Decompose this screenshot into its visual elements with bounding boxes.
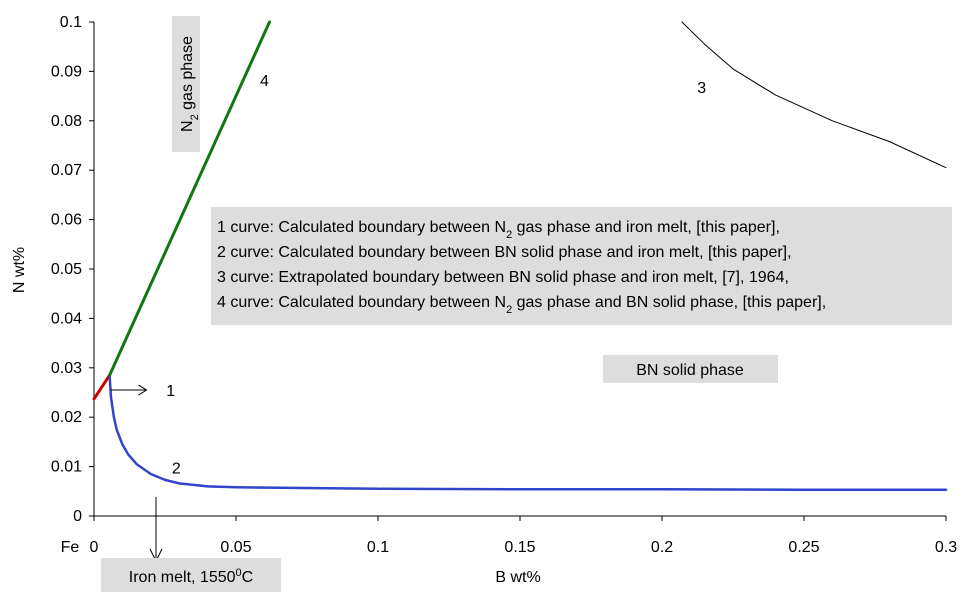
curve-3: [681, 21, 947, 169]
annotations: 1 2 3 4 N2 gas phase BN solid phase Iron melt,…: [101, 16, 952, 592]
y-tick-label: 0: [73, 508, 82, 525]
curve-1-arrow-head: [138, 384, 148, 396]
curve-1: [92, 373, 112, 401]
y-axis-title: N wt%: [11, 247, 28, 293]
curve-2: [108, 373, 948, 492]
x-tick-label: 0: [90, 539, 99, 556]
y-tick-label: 0.07: [51, 162, 82, 179]
legend-entry-4: 4 curve: Calculated boundary between N2 …: [217, 294, 826, 316]
curve-label-2: 2: [172, 461, 181, 478]
y-tick-label: 0.1: [60, 14, 82, 31]
curve-4: [108, 20, 271, 377]
gas-phase-label: N2 gas phase: [179, 36, 201, 132]
axes: 0 0.01 0.02 0.03 0.04 0.05 0.06 0.07 0.08 0.09 0.1…: [11, 14, 957, 586]
legend-entry-3: 3 curve: Extrapolated boundary between B…: [217, 269, 789, 286]
y-tick-label: 0.04: [51, 310, 82, 327]
x-tick-label: 0.05: [220, 539, 251, 556]
y-tick-label: 0.06: [51, 212, 82, 229]
x-tick-label: 0.25: [788, 539, 819, 556]
legend-entry-2: 2 curve: Calculated boundary between BN …: [217, 244, 792, 261]
x-tick-label: 0.1: [367, 539, 389, 556]
y-tick-label: 0.05: [51, 261, 82, 278]
x-tick-label: 0.2: [651, 539, 673, 556]
x-tick-label: 0.15: [504, 539, 535, 556]
gas-phase-box: [172, 16, 200, 152]
origin-label-fe: Fe: [61, 539, 80, 556]
melt-label: Iron melt, 15500C: [129, 567, 253, 586]
melt-box: [101, 558, 281, 592]
y-tick-label: 0.08: [51, 113, 82, 130]
x-axis-title: B wt%: [495, 569, 540, 586]
y-tick-label: 0.02: [51, 409, 82, 426]
x-tick-label: 0.3: [935, 539, 957, 556]
curve-label-1: 1: [166, 383, 175, 400]
curve-label-3: 3: [697, 80, 706, 97]
legend-box: [211, 207, 952, 325]
solid-phase-box: [603, 355, 778, 383]
y-tick-label: 0.03: [51, 360, 82, 377]
solid-phase-label: BN solid phase: [636, 362, 744, 379]
curve-label-4: 4: [260, 73, 269, 90]
y-tick-label: 0.01: [51, 459, 82, 476]
y-tick-label: 0.09: [51, 63, 82, 80]
legend-entry-1: 1 curve: Calculated boundary between N2 …: [217, 219, 780, 241]
curves: [92, 20, 948, 492]
